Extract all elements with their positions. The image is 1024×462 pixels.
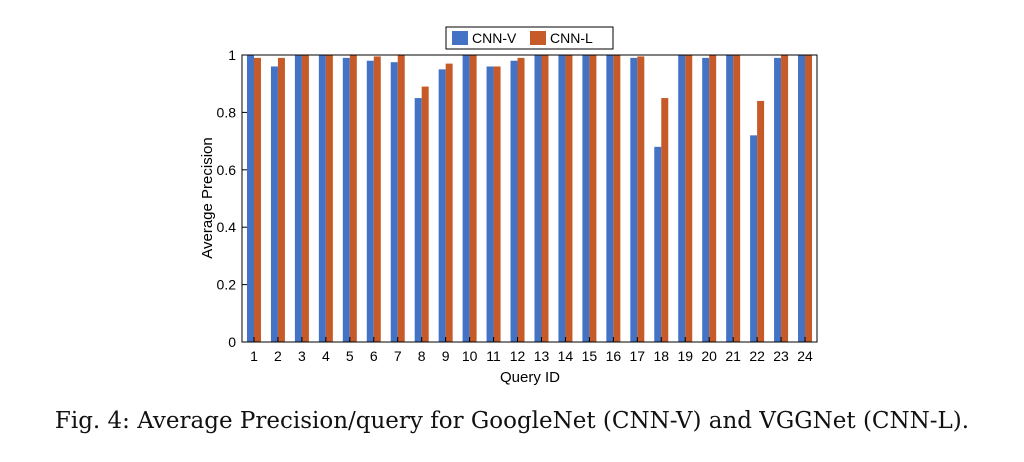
y-tick-label: 0.6 — [217, 162, 237, 178]
bar-cnn-v-15 — [582, 55, 590, 342]
bar-cnn-v-4 — [318, 55, 326, 342]
bar-cnn-l-22 — [757, 100, 765, 342]
bar-cnn-l-4 — [325, 55, 333, 342]
x-tick-label: 6 — [370, 348, 378, 364]
bar-cnn-v-19 — [678, 55, 686, 342]
x-tick-label: 12 — [510, 348, 526, 364]
bar-cnn-v-9 — [438, 69, 446, 342]
x-tick-label: 23 — [773, 348, 789, 364]
bar-cnn-v-24 — [798, 55, 806, 342]
bar-cnn-v-22 — [750, 135, 758, 342]
bar-cnn-v-16 — [606, 55, 614, 342]
bar-cnn-v-10 — [462, 55, 470, 342]
x-tick-label: 19 — [677, 348, 693, 364]
y-axis: 0 0.2 0.4 0.6 0.8 1 — [217, 47, 247, 350]
x-tick-label: 15 — [582, 348, 598, 364]
x-tick-label: 22 — [749, 348, 765, 364]
x-axis: 1 2 3 4 5 6 7 8 9 10 11 12 13 14 15 16 17 18 19 20 21 22 23 24 — [250, 337, 813, 364]
bar-cnn-l-17 — [637, 56, 645, 342]
bar-cnn-l-19 — [685, 55, 693, 342]
legend-swatch-cnn-v — [452, 31, 468, 45]
bar-cnn-l-9 — [445, 63, 453, 343]
bar-cnn-l-16 — [613, 55, 621, 342]
bar-cnn-v-3 — [294, 55, 302, 342]
x-tick-label: 16 — [606, 348, 622, 364]
legend-label-cnn-v: CNN-V — [472, 30, 517, 46]
legend-label-cnn-l: CNN-L — [550, 30, 593, 46]
bar-cnn-v-6 — [366, 60, 374, 343]
x-tick-label: 20 — [701, 348, 717, 364]
x-axis-title: Query ID — [500, 369, 560, 386]
bar-cnn-v-11 — [486, 66, 494, 342]
x-tick-label: 18 — [653, 348, 669, 364]
x-tick-label: 13 — [534, 348, 550, 364]
bar-cnn-l-20 — [709, 55, 717, 342]
x-tick-label: 3 — [298, 348, 306, 364]
x-tick-label: 8 — [418, 348, 426, 364]
bar-chart: 00.20.40.60.81 1 2 3 4 5 6 7 8 9 10 11 12 13 14 15 16 17… — [199, 26, 818, 386]
bar-cnn-v-8 — [414, 98, 422, 342]
bar-cnn-v-21 — [726, 55, 734, 342]
bar-cnn-l-3 — [301, 55, 309, 342]
x-tick-label: 9 — [442, 348, 450, 364]
bar-cnn-l-12 — [517, 57, 525, 343]
bar-cnn-l-13 — [541, 55, 549, 342]
figure-caption: Fig. 4: Average Precision/query for Goog… — [54, 408, 970, 434]
bar-cnn-l-15 — [589, 55, 597, 342]
bar-cnn-l-24 — [805, 55, 813, 342]
plot-area — [242, 55, 817, 342]
bar-cnn-l-7 — [397, 55, 405, 342]
y-tick-label: 0.4 — [217, 219, 237, 235]
bar-cnn-l-14 — [565, 55, 573, 342]
bar-cnn-l-11 — [493, 66, 501, 342]
bars-group — [246, 55, 813, 343]
x-tick-label: 10 — [462, 348, 478, 364]
bar-cnn-l-5 — [349, 55, 357, 342]
bar-cnn-v-23 — [774, 57, 782, 343]
bar-cnn-l-8 — [421, 86, 429, 342]
bar-cnn-l-1 — [253, 57, 261, 343]
bar-cnn-v-18 — [654, 146, 662, 342]
plot-frame — [241, 54, 818, 343]
x-tick-label: 21 — [725, 348, 741, 364]
bar-cnn-v-7 — [390, 62, 398, 343]
bar-cnn-v-17 — [630, 57, 638, 343]
y-tick-label: 0.8 — [217, 104, 237, 120]
bar-cnn-v-2 — [270, 66, 278, 342]
x-tick-label: 5 — [346, 348, 354, 364]
x-tick-label: 11 — [486, 348, 501, 364]
y-tick-label: 1 — [228, 47, 236, 63]
x-tick-label: 24 — [797, 348, 813, 364]
bar-cnn-l-2 — [277, 57, 285, 343]
bar-cnn-v-13 — [534, 55, 542, 342]
bar-cnn-v-14 — [558, 55, 566, 342]
bar-cnn-v-5 — [342, 57, 350, 343]
legend: CNN-V CNN-L — [445, 26, 614, 50]
x-tick-label: 2 — [274, 348, 282, 364]
bar-cnn-v-20 — [702, 57, 710, 343]
bar-cnn-v-1 — [246, 55, 254, 342]
bar-cnn-l-21 — [733, 55, 741, 342]
x-tick-label: 14 — [558, 348, 574, 364]
bar-cnn-l-18 — [661, 98, 669, 342]
x-tick-label: 17 — [630, 348, 646, 364]
y-tick-label: 0 — [228, 334, 236, 350]
y-tick-label: 0.2 — [217, 277, 237, 293]
bar-cnn-l-6 — [373, 56, 381, 342]
x-tick-label: 7 — [394, 348, 402, 364]
x-tick-label: 1 — [250, 348, 258, 364]
y-axis-title: Average Precision — [199, 137, 216, 258]
legend-swatch-cnn-l — [530, 31, 546, 45]
bar-cnn-l-10 — [469, 55, 477, 342]
bar-cnn-v-12 — [510, 60, 518, 343]
x-tick-label: 4 — [322, 348, 330, 364]
bar-cnn-l-23 — [781, 55, 789, 342]
legend-box — [445, 26, 614, 50]
